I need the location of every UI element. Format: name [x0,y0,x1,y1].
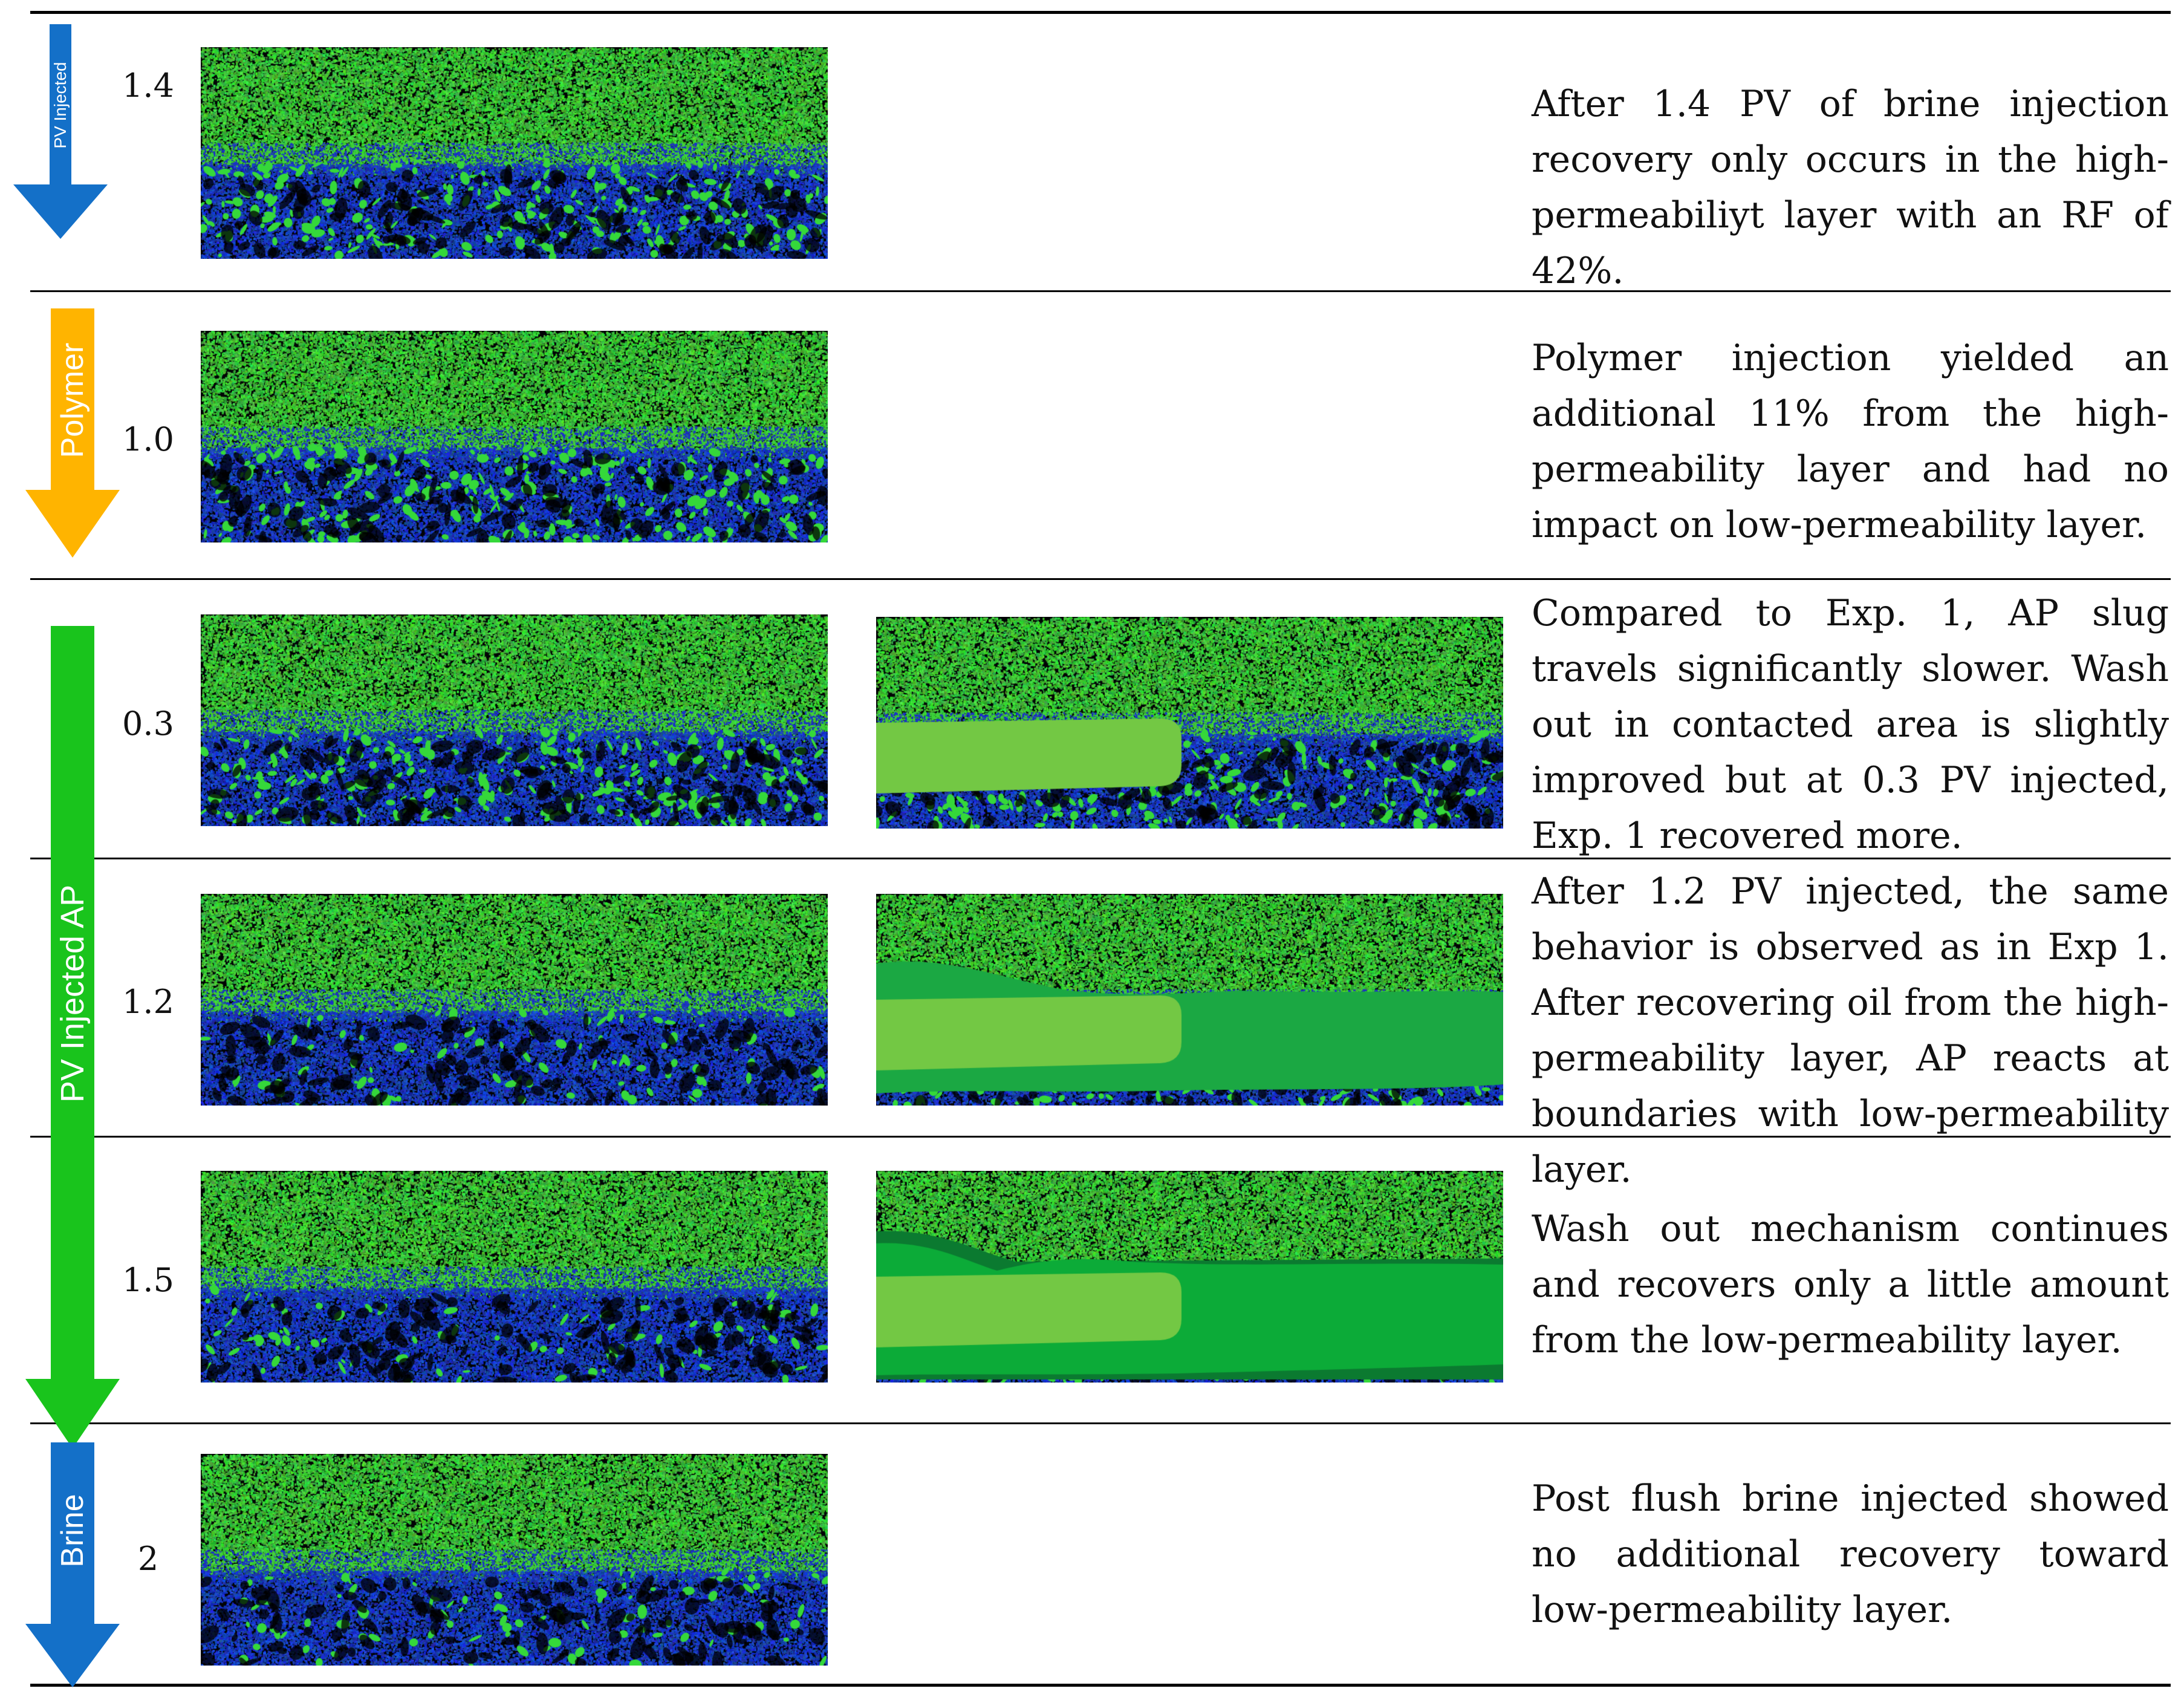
stage-arrow-ap: PV Injected AP [24,626,121,1451]
stage-label: PV Injected [51,62,70,149]
micromodel-image [201,331,828,542]
pv-value: 2 [137,1540,159,1578]
row-caption: After 1.2 PV injected, the same behavior… [1532,870,2169,1191]
micromodel-image [201,1454,828,1666]
down-arrow-icon [25,1442,120,1687]
top-rule [30,11,2171,14]
arrow-shape [25,626,120,1448]
row-divider [30,1422,2171,1424]
row-caption: Post flush brine injected showed no addi… [1532,1477,2169,1631]
micromodel-image [201,894,828,1106]
micromodel-image [201,1171,828,1383]
arrow-shape [13,24,108,239]
micromodel-image-annotated [876,617,1503,829]
row-divider [30,290,2171,292]
bottom-rule [30,1684,2171,1687]
row-caption: Compared to Exp. 1, AP slug travels sign… [1532,592,2169,857]
row-caption: Wash out mechanism continues and recover… [1532,1208,2169,1361]
stage-arrow-polymer: Polymer [24,308,121,562]
pv-value: 1.4 [122,67,174,105]
down-arrow-icon [13,24,108,239]
micromodel-image [201,614,828,826]
pv-value: 1.0 [122,420,174,458]
row-caption: After 1.4 PV of brine injection recovery… [1532,83,2169,292]
micromodel-image-annotated [876,1171,1503,1383]
pv-value: 1.2 [122,983,174,1021]
micromodel-image [201,47,828,259]
down-arrow-icon [25,626,120,1448]
row-divider [30,858,2171,859]
stage-arrow-pv-injected: PV Injected [12,24,109,242]
arrow-shape [25,308,120,558]
stage-arrow-brine: Brine [24,1442,121,1690]
stage-label: Brine [55,1494,90,1568]
pv-value: 1.5 [122,1261,174,1299]
row-divider [30,578,2171,580]
row-divider [30,1136,2171,1138]
pv-value: 0.3 [122,705,174,743]
row-caption: Polymer injection yielded an additional … [1532,337,2169,546]
stage-label: Polymer [55,342,90,458]
stage-label: PV Injected AP [54,884,91,1103]
down-arrow-icon [25,308,120,558]
arrow-shape [25,1442,120,1687]
micromodel-image-annotated [876,894,1503,1106]
